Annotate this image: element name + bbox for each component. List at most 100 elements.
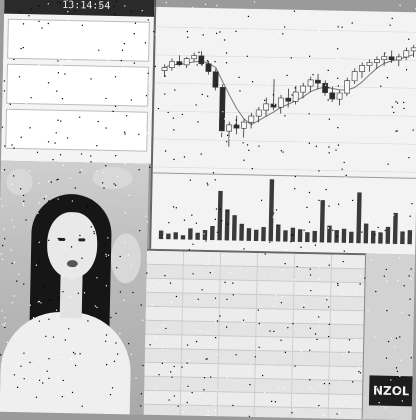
table-cell	[292, 394, 329, 408]
grid-line	[156, 27, 416, 33]
candle-body	[344, 81, 349, 94]
table-cell	[294, 310, 331, 324]
volume-bar	[181, 235, 185, 239]
table-cell	[183, 280, 220, 294]
volume-bar	[407, 230, 412, 244]
volume-bar	[290, 228, 295, 242]
candle-body	[278, 98, 283, 107]
table-cell	[258, 267, 295, 281]
volume-bar	[305, 232, 310, 242]
table-cell	[219, 336, 256, 350]
volume-bar	[371, 231, 376, 244]
volume-bar	[356, 192, 361, 243]
candle-body	[322, 83, 327, 92]
price-chart[interactable]	[149, 7, 416, 258]
candle-body	[271, 104, 276, 107]
table-cell	[184, 266, 221, 280]
table-cell	[218, 364, 255, 378]
table-cell	[181, 391, 218, 405]
candle-body	[213, 72, 218, 88]
table-cell	[330, 325, 367, 339]
brand-logo: NZOL	[369, 375, 414, 406]
noise-dot	[166, 2, 167, 3]
chart-canvas	[151, 7, 416, 258]
candle-body	[396, 57, 401, 60]
volume-bar	[225, 209, 230, 240]
table-cell	[181, 377, 218, 391]
table-cell	[257, 281, 294, 295]
table-cell	[218, 392, 255, 406]
volume-bar	[298, 229, 303, 242]
person-shirt	[0, 311, 132, 420]
candle-body	[241, 122, 246, 128]
volume-bar	[203, 230, 208, 240]
candle-body	[169, 61, 174, 67]
person-face	[47, 212, 98, 279]
eye-icon	[78, 238, 85, 241]
volume-bar	[327, 226, 332, 243]
order-table[interactable]	[144, 249, 369, 420]
background-shape	[92, 167, 132, 190]
volume-bar	[283, 230, 288, 241]
table-cell	[147, 265, 184, 279]
table-cell	[145, 321, 182, 335]
background-shape	[6, 169, 33, 196]
grid-line	[155, 83, 416, 89]
clock: 13:14:54	[4, 0, 154, 17]
table-cell	[295, 254, 332, 268]
volume-bar	[268, 179, 274, 241]
grid-line	[154, 111, 416, 117]
person-neck	[60, 274, 83, 318]
table-cell	[181, 363, 218, 377]
volume-bar	[393, 213, 398, 244]
volume-bar	[378, 232, 383, 243]
table-cell	[184, 252, 221, 266]
volume-bar	[210, 226, 215, 240]
table-cell	[331, 269, 368, 283]
table-cell	[221, 266, 258, 280]
background-shape	[110, 233, 141, 284]
candle-body	[177, 62, 182, 65]
volume-bar	[254, 230, 259, 241]
table-cell	[257, 309, 294, 323]
candle-body	[367, 62, 372, 65]
eye-icon	[58, 238, 65, 241]
volume-bar	[217, 191, 222, 240]
table-cell	[329, 367, 366, 381]
volume-bar	[334, 230, 339, 243]
candle-body	[234, 125, 239, 128]
table-cell	[182, 321, 219, 335]
volume-bar	[232, 215, 237, 240]
table-cell	[292, 366, 329, 380]
table-cell	[331, 311, 368, 325]
candle-body	[219, 87, 225, 131]
table-cell	[144, 391, 181, 405]
webcam-feed	[0, 161, 149, 415]
table-cell	[144, 405, 181, 419]
chat-message-2	[6, 64, 149, 107]
table-cell	[182, 349, 219, 363]
volume-bar	[349, 232, 354, 243]
table-cell	[256, 323, 293, 337]
table-cell	[181, 405, 218, 419]
table-cell	[292, 408, 329, 420]
table-cell	[255, 393, 292, 407]
candle-body	[293, 92, 298, 101]
table-cell	[329, 381, 366, 395]
chat-panel: 13:14:54	[1, 0, 156, 164]
table-cell	[220, 294, 257, 308]
candle-body	[249, 116, 254, 122]
table-cell	[293, 338, 330, 352]
table-cell	[331, 283, 368, 297]
table-cell	[332, 255, 369, 269]
side-panel: NZOL	[362, 253, 416, 420]
volume-bar	[276, 225, 281, 242]
table-cell	[294, 268, 331, 282]
table-cell	[145, 335, 182, 349]
table-cell	[329, 395, 366, 409]
panel-divider	[153, 173, 416, 179]
volume-bar	[195, 233, 200, 240]
table-cell	[218, 378, 255, 392]
candle-body	[374, 59, 379, 62]
candle-body	[382, 56, 387, 59]
